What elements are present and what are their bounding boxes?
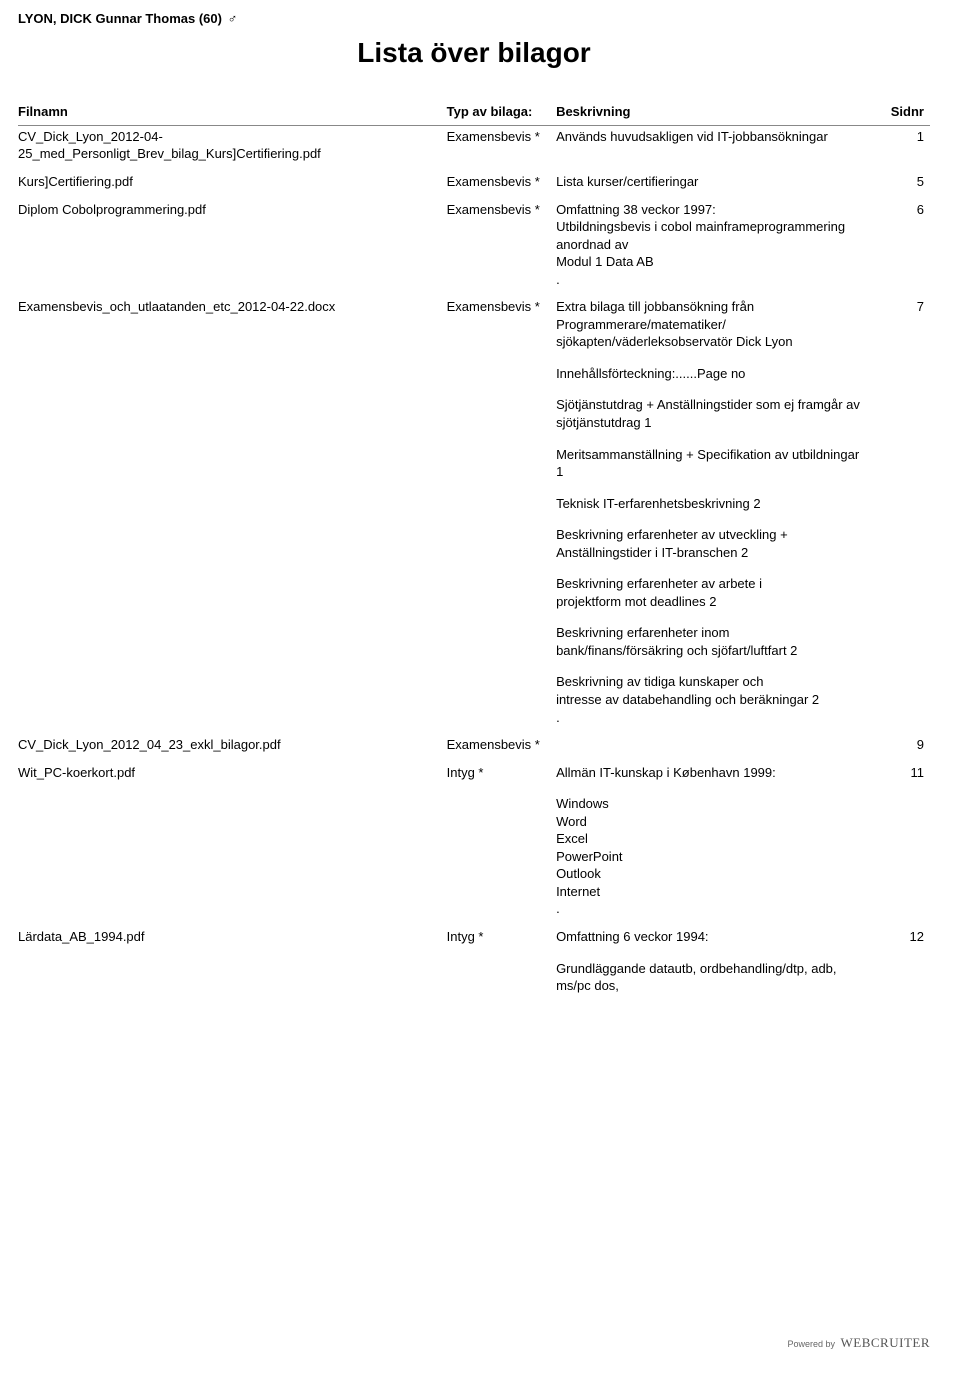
- table-row: Diplom Cobolprogrammering.pdfExamensbevi…: [18, 199, 930, 297]
- cell-beskrivning: Omfattning 6 veckor 1994: Grundläggande d…: [556, 926, 866, 1003]
- table-row: CV_Dick_Lyon_2012-04-25_med_Personligt_B…: [18, 125, 930, 171]
- description-block: Sjötjänstutdrag + Anställningstider som …: [556, 396, 860, 431]
- col-header-typ: Typ av bilaga:: [447, 99, 556, 125]
- cell-filnamn: Examensbevis_och_utlaatanden_etc_2012-04…: [18, 296, 447, 734]
- page-footer: Powered by WEBCRUITER: [787, 1334, 930, 1352]
- cell-filnamn: CV_Dick_Lyon_2012-04-25_med_Personligt_B…: [18, 125, 447, 171]
- col-header-filnamn: Filnamn: [18, 99, 447, 125]
- description-block: Omfattning 6 veckor 1994:: [556, 928, 860, 946]
- description-block: Meritsammanställning + Specifikation av …: [556, 446, 860, 481]
- col-header-sidnr: Sidnr: [866, 99, 930, 125]
- description-block: Används huvudsakligen vid IT-jobbansökni…: [556, 128, 860, 146]
- cell-typ: Intyg *: [447, 762, 556, 926]
- cell-typ: Examensbevis *: [447, 199, 556, 297]
- cell-typ: Intyg *: [447, 926, 556, 1003]
- description-block: Teknisk IT-erfarenhetsbeskrivning 2: [556, 495, 860, 513]
- description-block: Beskrivning erfarenheter av utveckling +…: [556, 526, 860, 561]
- description-block: Grundläggande datautb, ordbehandling/dtp…: [556, 960, 860, 995]
- cell-filnamn: Diplom Cobolprogrammering.pdf: [18, 199, 447, 297]
- description-block: Beskrivning av tidiga kunskaper och intr…: [556, 673, 860, 726]
- description-block: Beskrivning erfarenheter av arbete i pro…: [556, 575, 860, 610]
- description-block: Omfattning 38 veckor 1997: Utbildningsbe…: [556, 201, 860, 289]
- cell-sidnr: 6: [866, 199, 930, 297]
- description-block: Innehållsförteckning:......Page no: [556, 365, 860, 383]
- table-row: Kurs]Certifiering.pdfExamensbevis *Lista…: [18, 171, 930, 199]
- person-name: LYON, DICK Gunnar Thomas (60): [18, 11, 222, 26]
- cell-filnamn: Wit_PC-koerkort.pdf: [18, 762, 447, 926]
- cell-typ: Examensbevis *: [447, 171, 556, 199]
- brand-logo: WEBCRUITER: [841, 1335, 931, 1350]
- cell-filnamn: Kurs]Certifiering.pdf: [18, 171, 447, 199]
- cell-sidnr: 11: [866, 762, 930, 926]
- cell-filnamn: Lärdata_AB_1994.pdf: [18, 926, 447, 1003]
- cell-beskrivning: Omfattning 38 veckor 1997: Utbildningsbe…: [556, 199, 866, 297]
- cell-filnamn: CV_Dick_Lyon_2012_04_23_exkl_bilagor.pdf: [18, 734, 447, 762]
- cell-typ: Examensbevis *: [447, 734, 556, 762]
- table-row: Wit_PC-koerkort.pdfIntyg *Allmän IT-kuns…: [18, 762, 930, 926]
- table-row: CV_Dick_Lyon_2012_04_23_exkl_bilagor.pdf…: [18, 734, 930, 762]
- description-block: Beskrivning erfarenheter inom bank/finan…: [556, 624, 860, 659]
- person-header: LYON, DICK Gunnar Thomas (60) ♂: [18, 10, 930, 28]
- attachments-table: Filnamn Typ av bilaga: Beskrivning Sidnr…: [18, 99, 930, 1002]
- cell-sidnr: 1: [866, 125, 930, 171]
- col-header-beskrivning: Beskrivning: [556, 99, 866, 125]
- cell-beskrivning: Allmän IT-kunskap i København 1999: Windo…: [556, 762, 866, 926]
- page-container: LYON, DICK Gunnar Thomas (60) ♂ Lista öv…: [0, 0, 960, 1360]
- description-block: Extra bilaga till jobbansökning från Pro…: [556, 298, 860, 351]
- male-icon: ♂: [228, 11, 238, 26]
- table-header-row: Filnamn Typ av bilaga: Beskrivning Sidnr: [18, 99, 930, 125]
- table-row: Examensbevis_och_utlaatanden_etc_2012-04…: [18, 296, 930, 734]
- cell-beskrivning: Används huvudsakligen vid IT-jobbansökni…: [556, 125, 866, 171]
- cell-beskrivning: [556, 734, 866, 762]
- page-title: Lista över bilagor: [18, 34, 930, 72]
- table-row: Lärdata_AB_1994.pdfIntyg *Omfattning 6 v…: [18, 926, 930, 1003]
- description-block: Windows Word Excel PowerPoint Outlook In…: [556, 795, 860, 918]
- description-block: Lista kurser/certifieringar: [556, 173, 860, 191]
- cell-typ: Examensbevis *: [447, 125, 556, 171]
- cell-typ: Examensbevis *: [447, 296, 556, 734]
- table-body: CV_Dick_Lyon_2012-04-25_med_Personligt_B…: [18, 125, 930, 1002]
- cell-sidnr: 12: [866, 926, 930, 1003]
- cell-beskrivning: Lista kurser/certifieringar: [556, 171, 866, 199]
- cell-beskrivning: Extra bilaga till jobbansökning från Pro…: [556, 296, 866, 734]
- description-block: Allmän IT-kunskap i København 1999:: [556, 764, 860, 782]
- cell-sidnr: 5: [866, 171, 930, 199]
- powered-by-label: Powered by: [787, 1339, 835, 1349]
- cell-sidnr: 7: [866, 296, 930, 734]
- cell-sidnr: 9: [866, 734, 930, 762]
